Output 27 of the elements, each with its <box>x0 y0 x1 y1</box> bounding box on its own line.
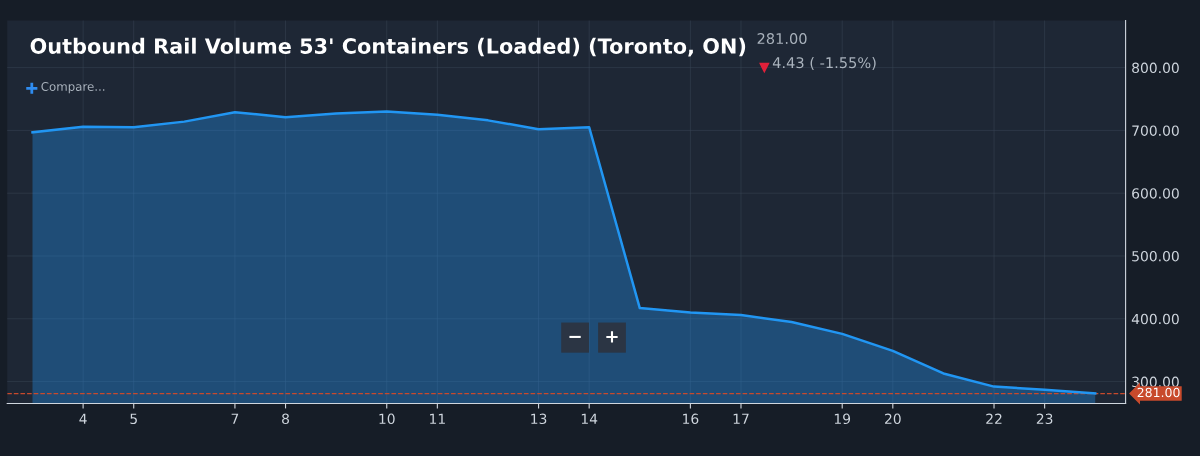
x-tick-label: 10 <box>379 413 395 425</box>
x-tick-label: 5 <box>130 413 137 425</box>
x-tick-label: 8 <box>282 413 289 425</box>
x-tick-label: 16 <box>683 413 699 425</box>
x-tick-label: 13 <box>531 413 547 425</box>
x-tick-label: 17 <box>733 413 749 424</box>
y-tick-label: 600.00 <box>1132 188 1179 199</box>
annotation: Compare... <box>41 82 105 94</box>
y-tick-label: 800.00 <box>1132 62 1179 74</box>
y-tick-label: 400.00 <box>1131 313 1179 325</box>
ref-line-label: 281.00 <box>1137 387 1180 398</box>
text: Outbound Rail Volume 53' Containers (Loaded) (Toronto, ON) <box>30 37 746 57</box>
x-tick-label: 22 <box>986 413 1002 424</box>
x-tick-label: 11 <box>430 413 445 424</box>
annotation: + <box>606 331 618 343</box>
y-tick-label: 300.00 <box>1132 376 1179 388</box>
x-tick-label: 20 <box>884 413 901 425</box>
x-tick-label: 23 <box>1036 413 1053 425</box>
annotation: 4.43 ( -1.55%) <box>772 56 876 70</box>
x-tick-label: 7 <box>231 413 239 424</box>
x-tick-label: 4 <box>79 413 87 424</box>
annotation: 281.00 <box>757 33 807 45</box>
x-tick-label: 14 <box>581 413 598 424</box>
x-tick-label: 19 <box>834 413 851 425</box>
y-tick-label: 700.00 <box>1132 125 1179 136</box>
y-tick-label: 500.00 <box>1132 250 1179 262</box>
annotation: − <box>569 335 581 338</box>
